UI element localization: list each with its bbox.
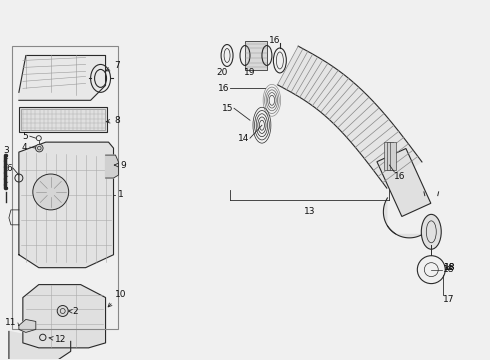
Text: 16: 16 bbox=[218, 84, 230, 93]
Bar bbox=[388, 142, 393, 170]
Circle shape bbox=[33, 174, 69, 210]
Circle shape bbox=[57, 306, 68, 316]
Text: 18: 18 bbox=[443, 265, 455, 274]
Text: 18: 18 bbox=[444, 263, 456, 272]
Text: 4: 4 bbox=[22, 143, 27, 152]
Text: 20: 20 bbox=[217, 68, 228, 77]
Text: 12: 12 bbox=[49, 335, 66, 344]
Text: 15: 15 bbox=[222, 104, 234, 113]
Ellipse shape bbox=[421, 214, 441, 249]
Text: 3: 3 bbox=[3, 145, 9, 154]
Bar bbox=[245, 41, 267, 71]
Text: 19: 19 bbox=[244, 68, 256, 77]
Text: 7: 7 bbox=[106, 61, 120, 71]
Polygon shape bbox=[105, 155, 119, 178]
Text: 17: 17 bbox=[443, 295, 455, 304]
Polygon shape bbox=[277, 46, 422, 188]
Bar bbox=[21, 109, 104, 130]
Bar bbox=[12, 45, 118, 329]
Text: 9: 9 bbox=[114, 161, 126, 170]
Text: 6: 6 bbox=[6, 163, 12, 172]
Polygon shape bbox=[19, 319, 36, 332]
Text: 5: 5 bbox=[22, 132, 27, 141]
Polygon shape bbox=[23, 285, 105, 348]
Text: 18: 18 bbox=[444, 263, 456, 272]
Polygon shape bbox=[9, 332, 71, 360]
Bar bbox=[385, 142, 391, 170]
Circle shape bbox=[35, 144, 43, 152]
Text: 14: 14 bbox=[238, 134, 249, 143]
Polygon shape bbox=[383, 198, 423, 238]
Polygon shape bbox=[377, 149, 431, 216]
Text: 8: 8 bbox=[106, 116, 120, 125]
Text: 13: 13 bbox=[304, 207, 316, 216]
Text: 16: 16 bbox=[394, 172, 406, 181]
Bar bbox=[19, 107, 106, 132]
Polygon shape bbox=[19, 55, 105, 100]
Bar bbox=[391, 142, 396, 170]
Text: 1: 1 bbox=[118, 190, 123, 199]
Text: 11: 11 bbox=[5, 319, 17, 328]
Text: 2: 2 bbox=[69, 307, 78, 316]
Polygon shape bbox=[19, 142, 114, 268]
Text: 10: 10 bbox=[108, 290, 126, 307]
Text: 16: 16 bbox=[269, 36, 281, 45]
